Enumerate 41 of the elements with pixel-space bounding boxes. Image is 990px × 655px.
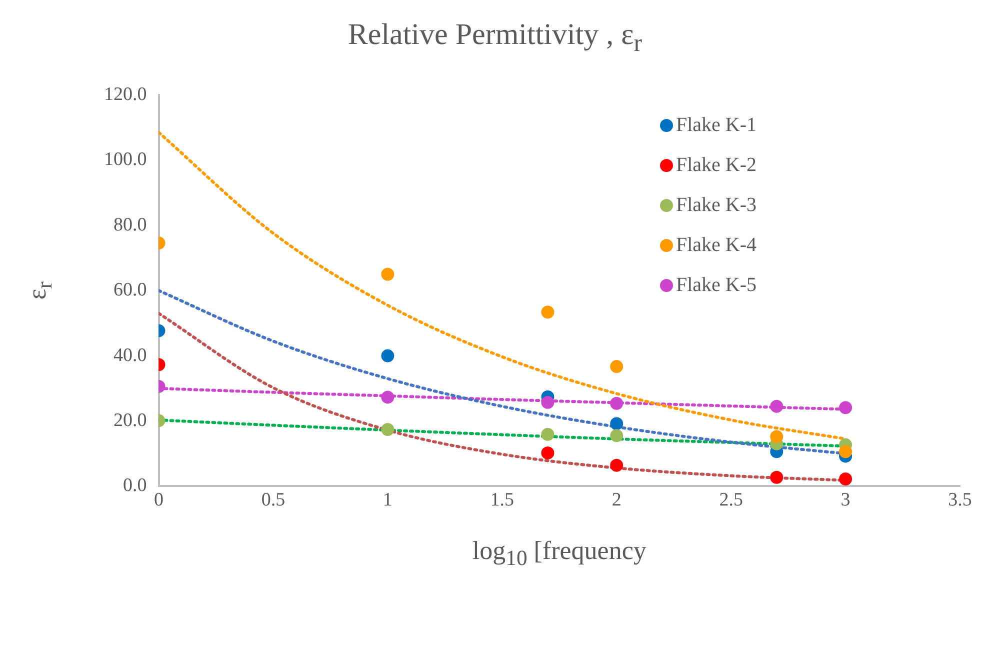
legend-label: Flake K-5 — [676, 274, 757, 296]
legend-label: Flake K-2 — [676, 154, 757, 176]
legend-label: Flake K-3 — [676, 194, 757, 216]
point — [839, 472, 852, 486]
point — [541, 428, 554, 441]
point — [541, 446, 554, 460]
point — [610, 458, 624, 472]
point — [610, 429, 624, 442]
y-tick-label: 40.0 — [114, 344, 147, 366]
legend-label: Flake K-4 — [676, 234, 757, 256]
point — [381, 422, 394, 436]
point — [770, 400, 784, 413]
point — [610, 360, 624, 374]
point — [381, 349, 394, 362]
x-tick-label: 3.5 — [948, 490, 972, 511]
x-tick-label: 2.5 — [719, 490, 743, 511]
x-tick-label: 3 — [840, 490, 850, 511]
x-tick-label: 1.5 — [490, 490, 514, 511]
point — [541, 306, 554, 319]
y-tick-label: 20.0 — [114, 410, 147, 431]
chart-title: Relative Permittivity , ε$_{r}$ — [346, 18, 644, 58]
point — [839, 401, 852, 414]
point — [381, 390, 394, 404]
point — [381, 268, 394, 281]
x-tick-label: 0.5 — [261, 490, 286, 511]
point — [610, 417, 624, 430]
legend-label: Flake K-1 — [676, 114, 757, 136]
point — [770, 430, 784, 444]
y-tick-label: 60.0 — [114, 280, 147, 301]
point — [839, 445, 852, 458]
y-tick-label: 80.0 — [114, 214, 147, 236]
y-tick-label: 100.0 — [104, 149, 147, 170]
y-tick-label: 120.0 — [104, 84, 147, 105]
x-axis-title: log$_{10}$ [frequency — [472, 536, 646, 572]
y-tick-label: 0.0 — [123, 475, 147, 496]
point — [610, 396, 624, 410]
point — [770, 470, 784, 484]
x-tick-label: 0 — [154, 490, 164, 511]
x-tick-label: 1 — [382, 490, 392, 511]
x-tick-label: 2 — [612, 490, 622, 511]
point — [541, 396, 554, 409]
